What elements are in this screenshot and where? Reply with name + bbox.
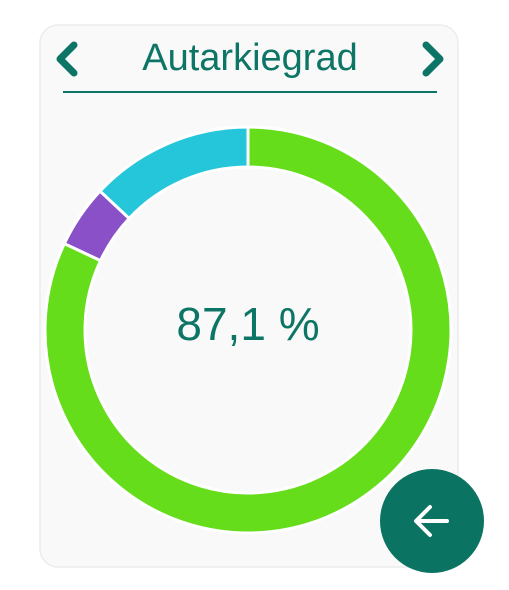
back-button[interactable] (380, 469, 484, 573)
next-button[interactable] (422, 41, 444, 77)
donut-slice (97, 125, 250, 221)
donut-slice (43, 125, 453, 535)
prev-button[interactable] (56, 41, 78, 77)
back-arrow-icon (414, 505, 449, 537)
center-label: 87,1 % (176, 298, 319, 350)
chart-title: Autarkiegrad (142, 37, 357, 79)
